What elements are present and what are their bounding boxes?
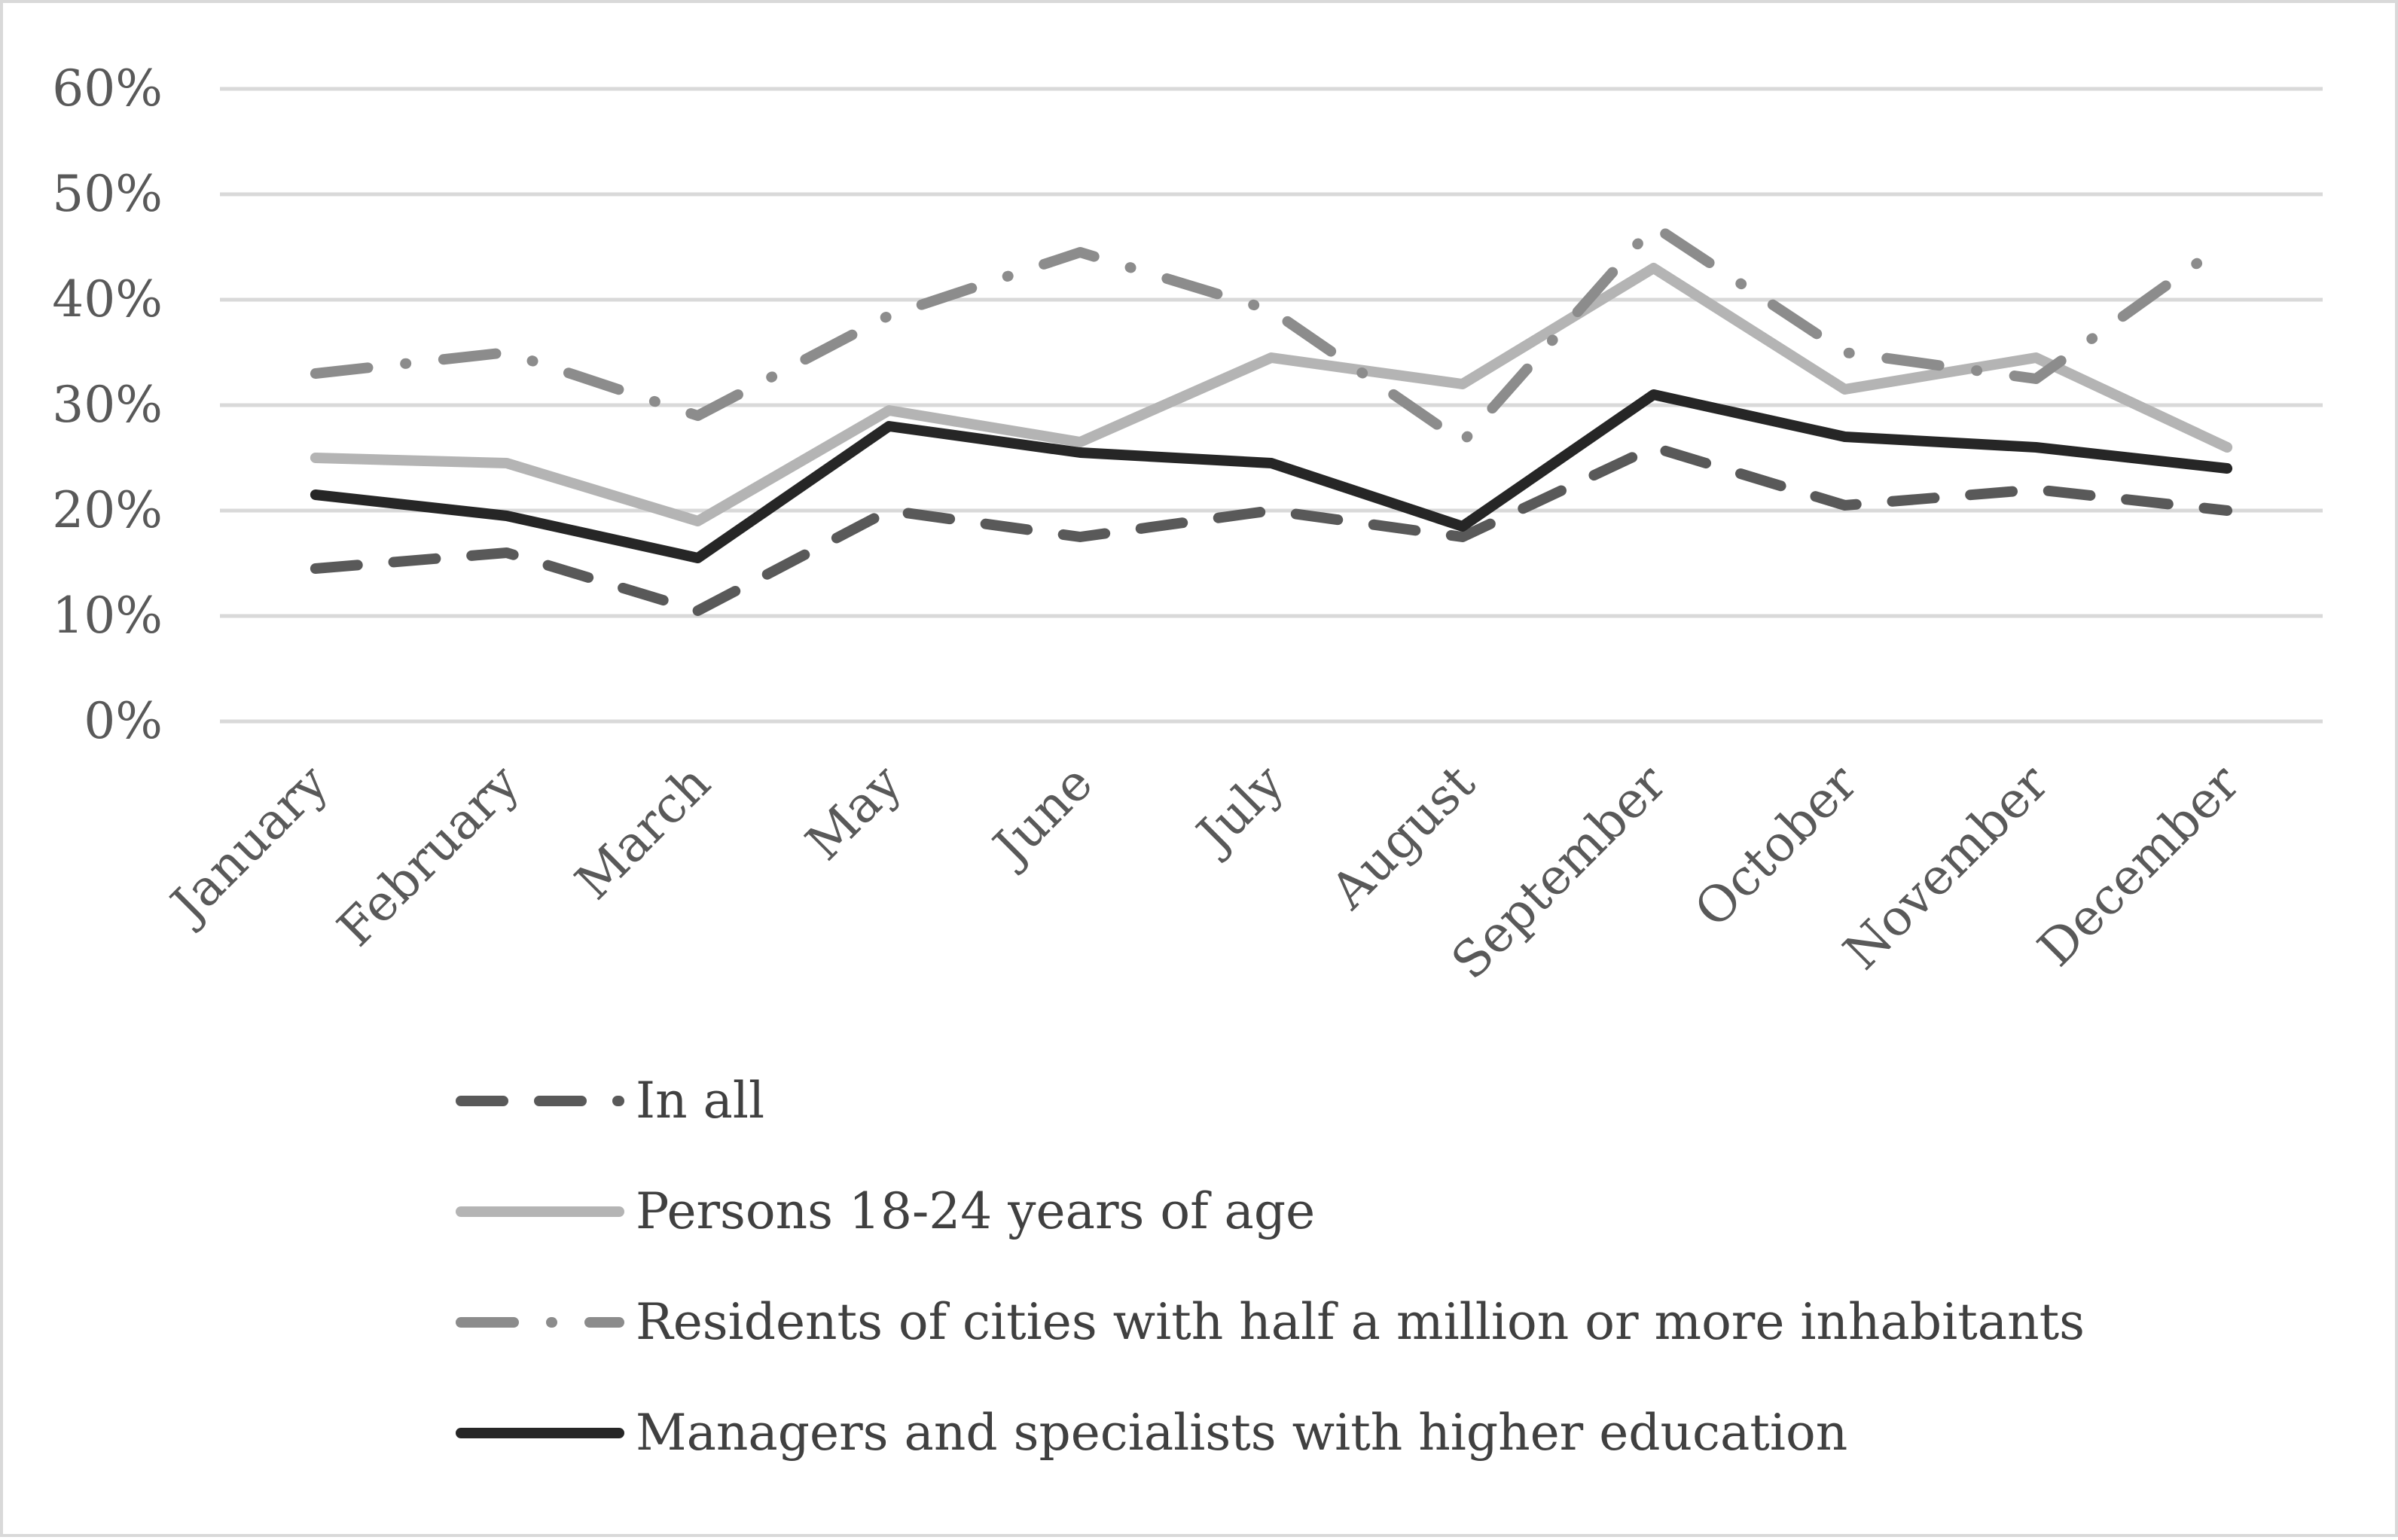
legend: In all Persons 18-24 years of age Resident…	[456, 1072, 2085, 1462]
legend-label: Residents of cities with half a million …	[636, 1293, 2085, 1351]
x-tick-label-december: December	[2027, 754, 2251, 978]
x-tick-label-february: February	[326, 753, 530, 957]
y-tick-label: 20%	[52, 481, 163, 539]
legend-item-managers-and-specialists-with-higher-education: Managers and specialists with higher edu…	[456, 1404, 1847, 1462]
legend-label: Managers and specialists with higher edu…	[636, 1404, 1847, 1462]
y-tick-label: 10%	[52, 587, 163, 645]
gridlines	[220, 87, 2323, 724]
y-tick-label: 60%	[52, 59, 163, 117]
legend-item-in-all: In all	[456, 1072, 764, 1130]
series-line-residents-of-cities-with-half-a-million-or-more-inhabitants	[310, 221, 2233, 447]
legend-item-persons-18-24-years-of-age: Persons 18-24 years of age	[456, 1182, 1315, 1240]
series-lines	[310, 221, 2233, 616]
y-tick-label: 50%	[52, 165, 163, 223]
legend-label: Persons 18-24 years of age	[636, 1182, 1315, 1240]
y-tick-label: 0%	[84, 692, 163, 750]
y-tick-label: 30%	[52, 376, 163, 434]
x-tick-label-july: July	[1183, 753, 1295, 865]
series-line-in-all	[310, 442, 2233, 616]
y-axis-ticks: 0% 10% 20% 30% 40% 50% 60%	[52, 59, 163, 750]
legend-label: In all	[636, 1072, 764, 1130]
x-tick-label-may: May	[795, 753, 913, 871]
y-tick-label: 40%	[52, 270, 163, 328]
series-line-persons-18-24-years-of-age	[310, 263, 2233, 526]
x-tick-label-october: October	[1683, 754, 1869, 939]
x-tick-label-november: November	[1832, 754, 2060, 981]
legend-item-residents-of-cities-with-half-a-million-or-more-inhabitants: Residents of cities with half a million …	[456, 1293, 2085, 1351]
x-tick-label-march: March	[564, 754, 722, 911]
x-tick-label-january: January	[157, 753, 339, 935]
x-tick-label-june: June	[979, 754, 1103, 878]
x-tick-label-august: August	[1320, 754, 1487, 921]
series-line-managers-and-specialists-with-higher-education	[310, 389, 2233, 563]
